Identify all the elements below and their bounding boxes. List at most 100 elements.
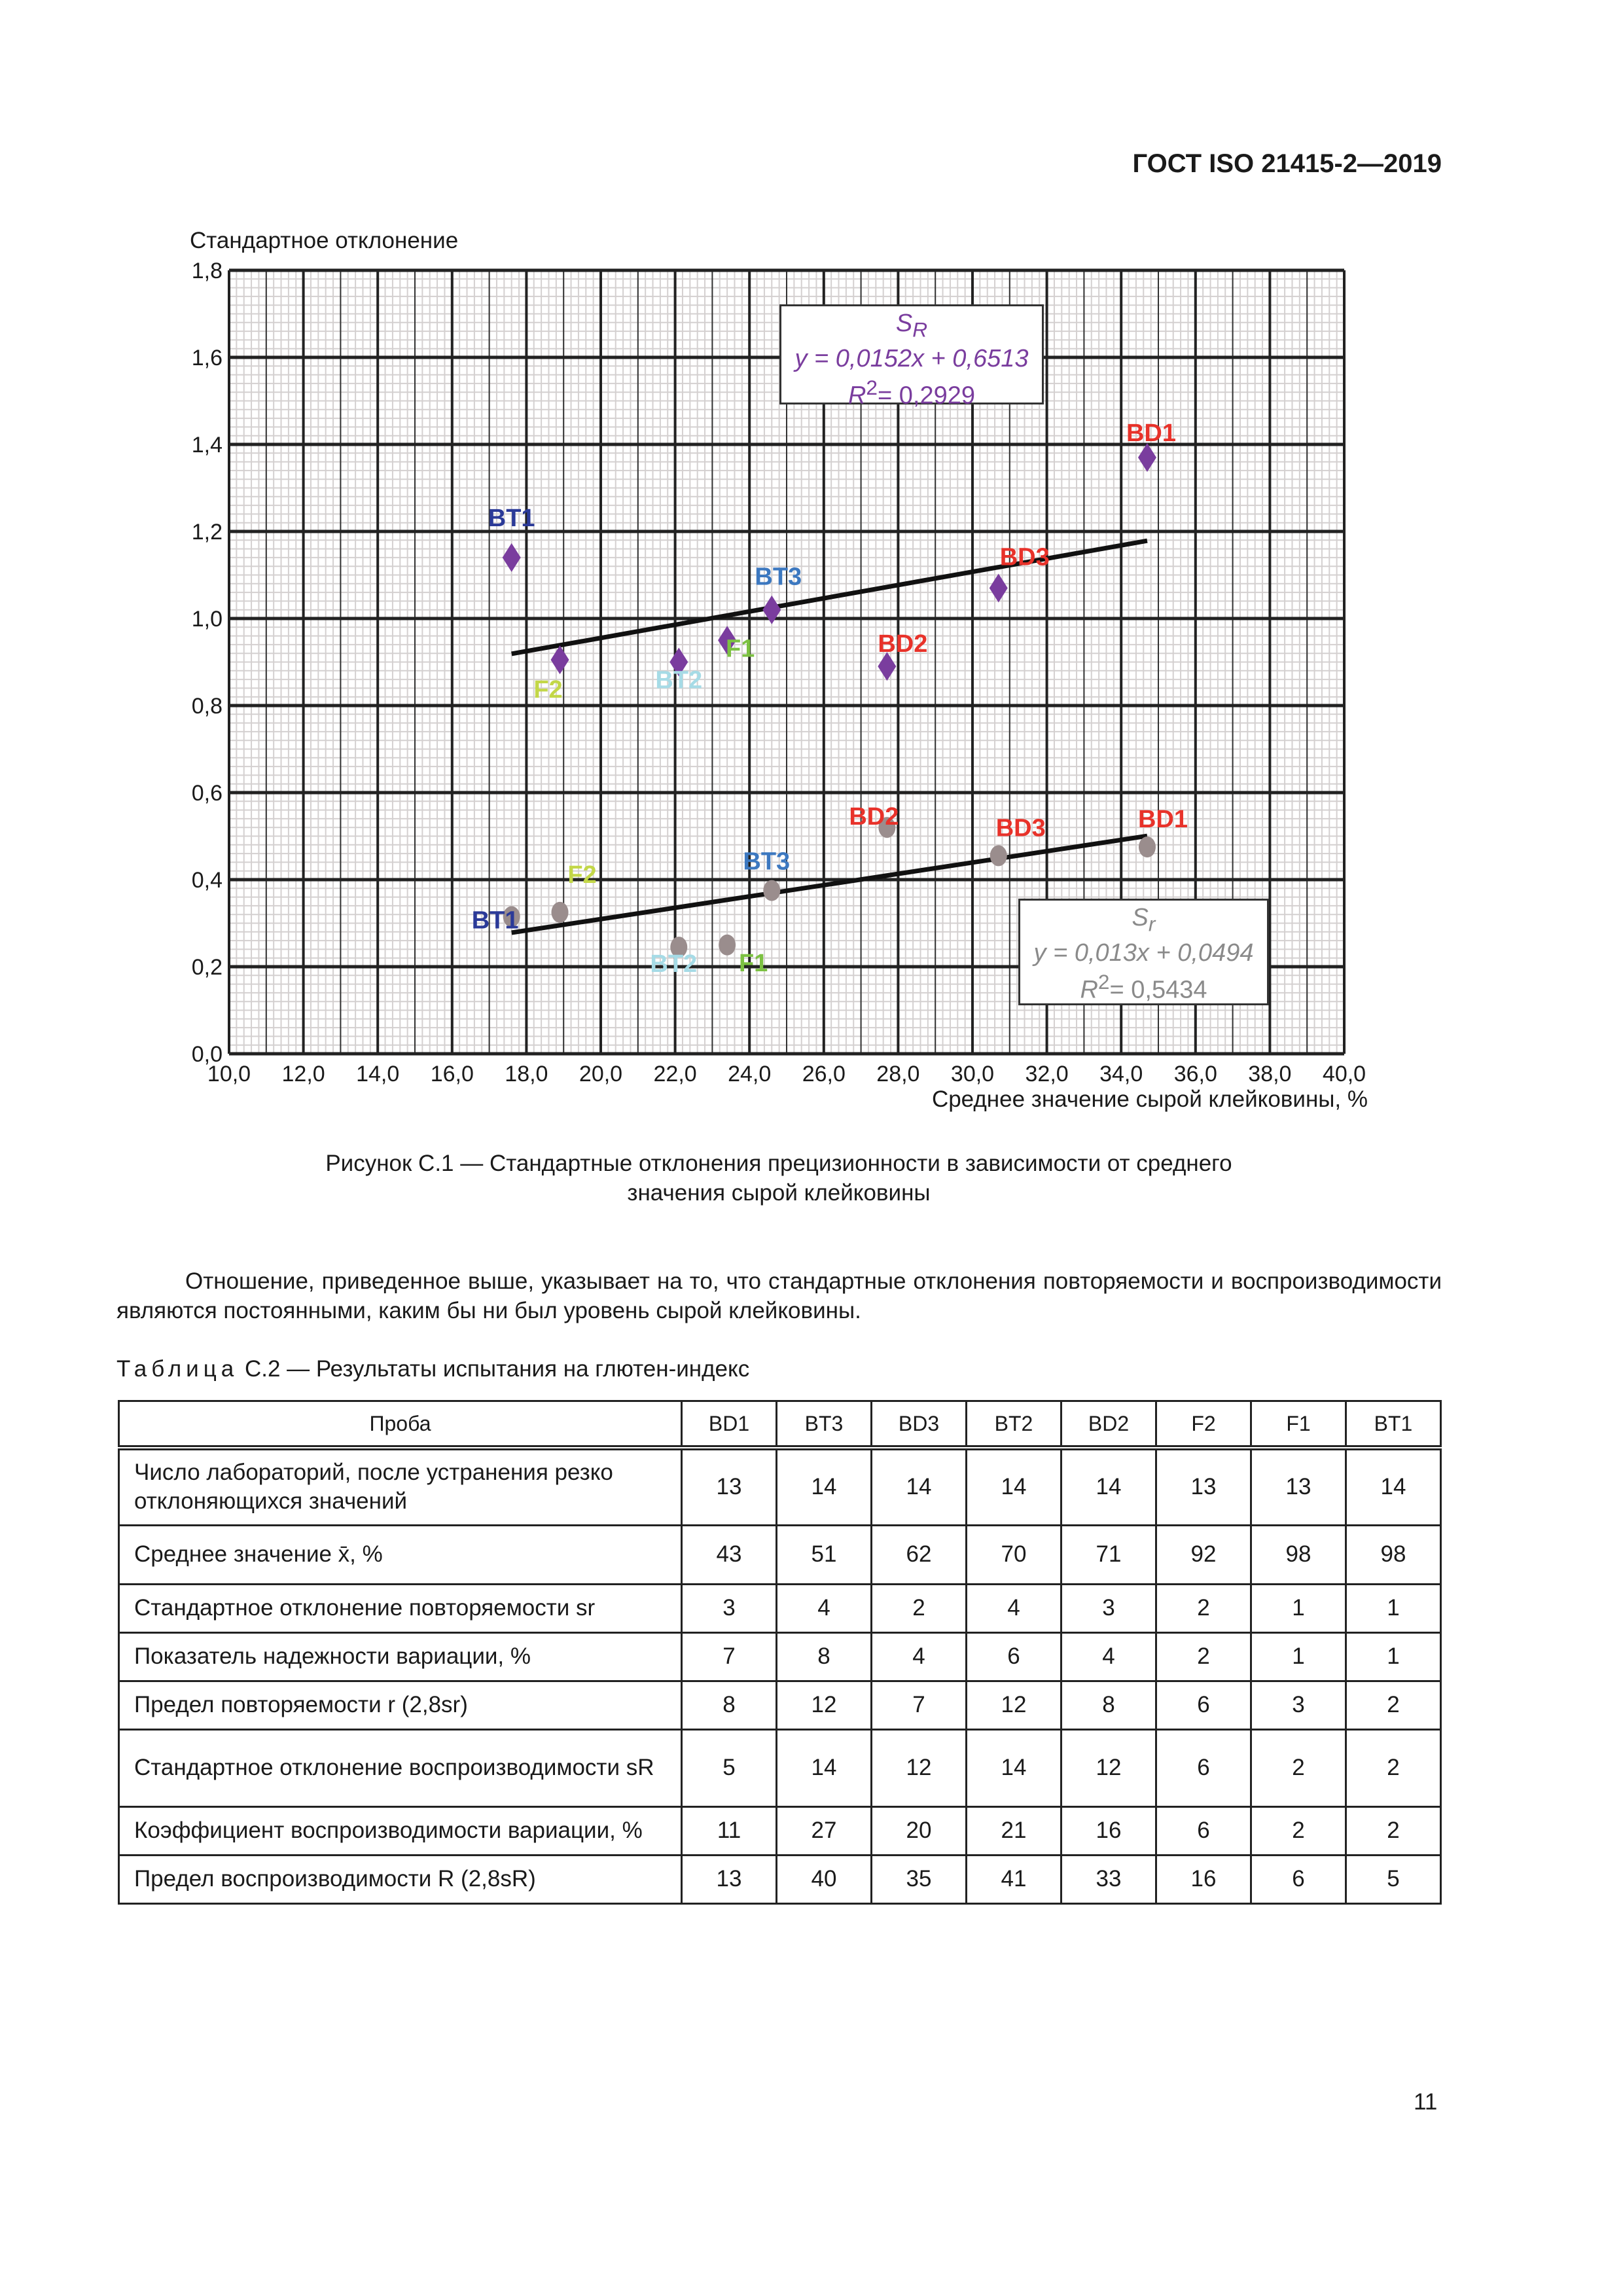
table-cell: 13 [681, 1854, 777, 1905]
x-tick-label: 36,0 [1174, 1062, 1217, 1086]
x-tick-label: 14,0 [356, 1062, 399, 1086]
row-label: Число лабораторий, после устранения резк… [118, 1446, 683, 1526]
data-point-circle [763, 880, 781, 901]
document-id-header: ГОСТ ISO 21415-2—2019 [1132, 149, 1442, 178]
table-row: Предел воспроизводимости R (2,8sR) 13 40 35… [118, 1854, 1442, 1905]
sr-symbol: S [1132, 904, 1149, 931]
data-point-circle [719, 934, 736, 956]
x-tick-label: 12,0 [282, 1062, 325, 1086]
table-cell: 1 [1250, 1631, 1347, 1682]
results-table: Проба BD1 BT3 BD3 BT2 BD2 F2 F1 BT1 Число лабор… [118, 1400, 1442, 1905]
x-tick-label: 34,0 [1099, 1062, 1143, 1086]
y-tick-label: 1,6 [192, 346, 223, 370]
table-header-row: Проба BD1 BT3 BD3 BT2 BD2 F2 F1 BT1 [118, 1400, 1442, 1450]
point-label: BD3 [1000, 543, 1050, 571]
table-cell: 8 [681, 1679, 777, 1731]
y-tick-label: 1,8 [192, 259, 223, 283]
x-axis-label: Среднее значение сырой клейковины, % [931, 1086, 1368, 1112]
y-tick-label: 1,2 [192, 520, 223, 545]
x-tick-label: 24,0 [728, 1062, 771, 1086]
y-tick-label: 1,0 [192, 607, 223, 632]
table-cell: 40 [776, 1854, 872, 1905]
point-label: BT2 [655, 667, 702, 694]
table-cell: 6 [1155, 1805, 1252, 1856]
table-cell: 3 [1250, 1679, 1347, 1731]
x-tick-label: 26,0 [802, 1062, 846, 1086]
table-cell: 5 [1345, 1854, 1442, 1905]
table-cell: 2 [1345, 1679, 1442, 1731]
table-cell: 43 [681, 1524, 777, 1585]
y-tick-label: 0,6 [192, 781, 223, 806]
point-label: BT3 [755, 564, 802, 591]
data-point-circle [990, 845, 1007, 867]
x-tick-label: 40,0 [1323, 1062, 1366, 1086]
point-label: BD1 [1126, 420, 1176, 447]
point-label: F2 [567, 861, 596, 889]
x-tick-label: 32,0 [1026, 1062, 1069, 1086]
page-number: 11 [1414, 2089, 1438, 2115]
sR-symbol: S [895, 310, 913, 337]
table-cell: 14 [965, 1446, 1062, 1526]
sR-r2-value: = 0,2929 [878, 382, 976, 410]
row-label: Среднее значение x̄, % [118, 1524, 683, 1585]
point-label: F1 [739, 950, 768, 977]
header-cell: BT2 [965, 1400, 1062, 1450]
table-cell: 27 [776, 1805, 872, 1856]
point-label: BD2 [849, 803, 899, 831]
table-cell: 13 [1250, 1446, 1347, 1526]
caption-line-1: Рисунок С.1 — Стандартные отклонения пре… [325, 1151, 1232, 1176]
sR-r2-sup: 2 [866, 375, 878, 399]
y-tick-label: 1,4 [192, 433, 223, 457]
table-cell: 14 [776, 1446, 872, 1526]
header-cell: BT3 [776, 1400, 872, 1450]
table-row: Предел повторяемости r (2,8sr) 8 12 7 12 8 6 3 2 [118, 1679, 1442, 1731]
table-cell: 70 [965, 1524, 1062, 1585]
caption-line-2: значения сырой клейковины [627, 1180, 931, 1206]
table-cell: 4 [776, 1583, 872, 1634]
point-label: F1 [726, 635, 755, 662]
y-tick-label: 0,8 [192, 694, 223, 719]
x-tick-label: 38,0 [1248, 1062, 1291, 1086]
trend-line [511, 538, 1148, 656]
x-tick-label: 10,0 [207, 1062, 251, 1086]
table-cell: 1 [1250, 1583, 1347, 1634]
table-cell: 20 [870, 1805, 967, 1856]
table-cell: 2 [1250, 1805, 1347, 1856]
header-cell: F2 [1155, 1400, 1252, 1450]
table-cell: 2 [1155, 1583, 1252, 1634]
table-cell: 41 [965, 1854, 1062, 1905]
row-label: Стандартное отклонение воспроизводимости… [118, 1728, 683, 1808]
table-cell: 11 [681, 1805, 777, 1856]
table-cell: 14 [870, 1446, 967, 1526]
table-row: Показатель надежности вариации, % 7 8 4 6 4 2 1… [118, 1631, 1442, 1682]
table-cell: 16 [1060, 1805, 1157, 1856]
row-label: Предел повторяемости r (2,8sr) [118, 1679, 683, 1731]
table-cell: 14 [776, 1728, 872, 1808]
table-cell: 35 [870, 1854, 967, 1905]
point-label: BD3 [996, 814, 1046, 842]
table-cell: 4 [965, 1583, 1062, 1634]
table-cell: 6 [1155, 1679, 1252, 1731]
data-point-diamond [1137, 442, 1156, 472]
sr-equation-box: Sr y = 0,013x + 0,0494 R2= 0,5434 [1018, 899, 1269, 1005]
scatter-chart: 10,0 12,0 14,0 16,0 18,0 20,0 22,0 24,0 26,0 28,0… [192, 259, 1366, 1086]
figure-caption: Рисунок С.1 — Стандартные отклонения пре… [196, 1149, 1361, 1208]
table-cell: 71 [1060, 1524, 1157, 1585]
table-cell: 6 [965, 1631, 1062, 1682]
table-cell: 8 [1060, 1679, 1157, 1731]
point-label: BT1 [488, 505, 535, 532]
x-tick-label: 28,0 [876, 1062, 919, 1086]
header-cell: BD3 [870, 1400, 967, 1450]
header-cell: BD1 [681, 1400, 777, 1450]
data-point-diamond [762, 595, 781, 624]
y-tick-label: 0,2 [192, 955, 223, 980]
point-label: BD2 [878, 630, 927, 658]
table-cell: 7 [870, 1679, 967, 1731]
table-cell: 12 [776, 1679, 872, 1731]
sR-equation-box: SR y = 0,0152x + 0,6513 R2= 0,2929 [779, 304, 1044, 409]
table-cell: 3 [1060, 1583, 1157, 1634]
table-cell: 8 [776, 1631, 872, 1682]
sR-sub: R [912, 317, 928, 342]
table-cell: 2 [1155, 1631, 1252, 1682]
sr-r2-value: = 0,5434 [1109, 976, 1207, 1004]
